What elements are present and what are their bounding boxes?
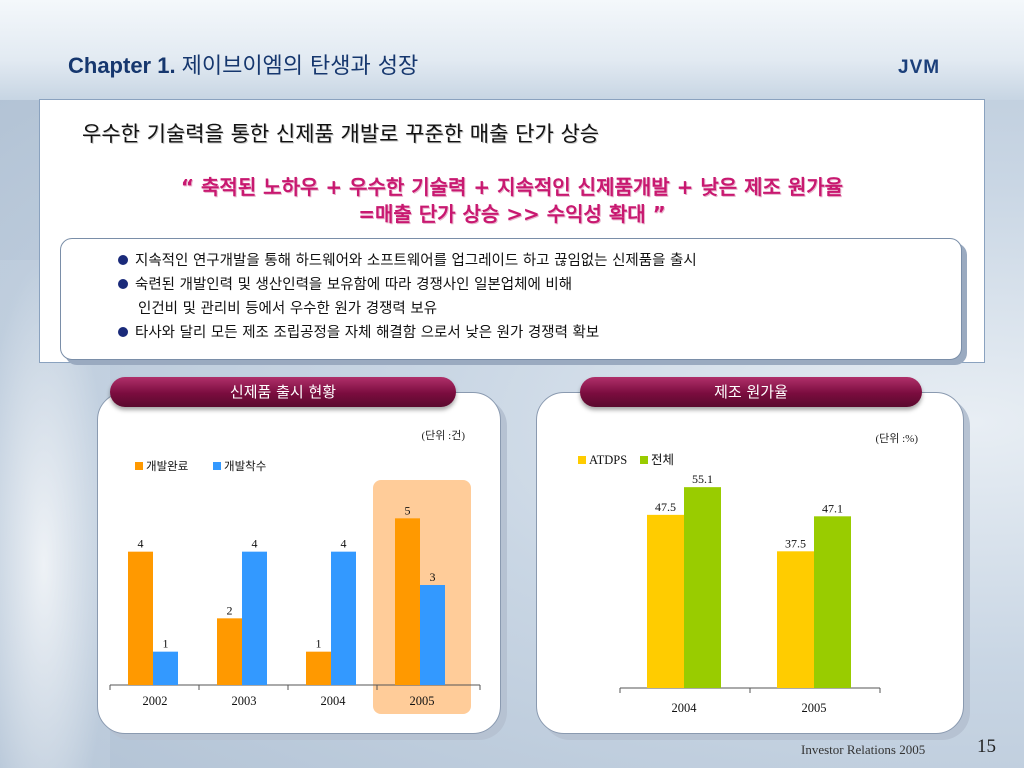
company-logo: JVM: [898, 57, 941, 78]
bullet-item: 타사와 달리 모든 제조 조립공정을 자체 해결함 으로서 낮은 원가 경쟁력 …: [118, 321, 697, 345]
category-label: 2003: [232, 694, 257, 708]
bullet-item: 지속적인 연구개발을 통해 하드웨어와 소프트웨어를 업그레이드 하고 끊임없는…: [118, 249, 697, 273]
category-label: 2004: [321, 694, 347, 708]
legend-label: ATDPS: [589, 453, 627, 467]
legend-swatch: [135, 462, 143, 470]
data-label: 2: [227, 603, 233, 617]
legend-label: 전체: [651, 453, 674, 467]
chapter-title: 제이브이엠의 탄생과 성장: [181, 54, 419, 79]
bar: [420, 585, 445, 685]
bullet-box: [60, 238, 962, 360]
page-title: Chapter 1. 제이브이엠의 탄생과 성장: [68, 48, 418, 80]
chart-title-new-products: 신제품 출시 현황: [110, 377, 456, 407]
bar: [306, 651, 331, 685]
unit-note: (단위 :%): [875, 432, 918, 445]
bar: [242, 551, 267, 685]
bar: [331, 551, 356, 685]
chart-new-products: (단위 :건) 개발완료 개발착수 4 1 2002 2 4 2003 1 4 2004 5 3 2005: [109, 429, 481, 714]
bar: [814, 516, 851, 688]
bullet-item: 숙련된 개발인력 및 생산인력을 보유함에 따라 경쟁사인 일본업체에 비해: [118, 273, 697, 297]
data-label: 47.5: [655, 500, 676, 514]
data-label: 3: [430, 570, 436, 584]
bar: [647, 514, 684, 688]
bar: [153, 651, 178, 685]
bullet-dot-icon: [118, 279, 128, 289]
headline: 우수한 기술력을 통한 신제품 개발로 꾸준한 매출 단가 상승: [82, 122, 600, 146]
chart-cost-ratio: (단위 :%) ATDPS 전체 47.5 55.1 2004 37.5 47.1 2005: [578, 432, 918, 715]
bullet-dot-icon: [118, 255, 128, 265]
footer-label: Investor Relations 2005: [801, 742, 926, 757]
data-label: 5: [405, 503, 411, 517]
slogan-line-1: “ 축적된 노하우 + 우수한 기술력 + 지속적인 신제품개발 + 낮은 제조…: [180, 175, 844, 199]
unit-note: (단위 :건): [422, 429, 466, 442]
bar: [395, 518, 420, 685]
category-label: 2005: [802, 701, 827, 715]
data-label: 1: [163, 637, 169, 651]
bar: [684, 487, 721, 688]
bar: [128, 551, 153, 685]
legend-swatch: [578, 456, 586, 464]
data-label: 37.5: [785, 536, 806, 550]
category-label: 2002: [143, 694, 168, 708]
data-label: 1: [316, 637, 322, 651]
slogan-line-2: =매출 단가 상승 >> 수익성 확대 ”: [358, 202, 666, 226]
legend-label: 개발완료: [146, 460, 188, 473]
data-label: 55.1: [692, 472, 713, 486]
category-label: 2005: [410, 694, 435, 708]
bullet-dot-icon: [118, 327, 128, 337]
bullet-list: 지속적인 연구개발을 통해 하드웨어와 소프트웨어를 업그레이드 하고 끊임없는…: [118, 249, 697, 345]
chart-title-cost-ratio: 제조 원가율: [580, 377, 922, 407]
bar: [777, 551, 814, 688]
chapter-label: Chapter 1.: [68, 53, 176, 78]
header-band: [0, 0, 1024, 100]
data-label: 4: [138, 537, 144, 551]
bar: [217, 618, 242, 685]
bullet-item-continuation: 인건비 및 관리비 등에서 우수한 원가 경쟁력 보유: [138, 301, 438, 317]
data-label: 47.1: [822, 501, 843, 515]
chart-card-cost-ratio: [536, 392, 964, 734]
legend-label: 개발착수: [224, 460, 266, 473]
category-label: 2004: [672, 701, 698, 715]
legend-swatch: [213, 462, 221, 470]
page-number: 15: [977, 736, 996, 757]
legend-swatch: [640, 456, 648, 464]
data-label: 4: [252, 537, 258, 551]
data-label: 4: [341, 537, 347, 551]
